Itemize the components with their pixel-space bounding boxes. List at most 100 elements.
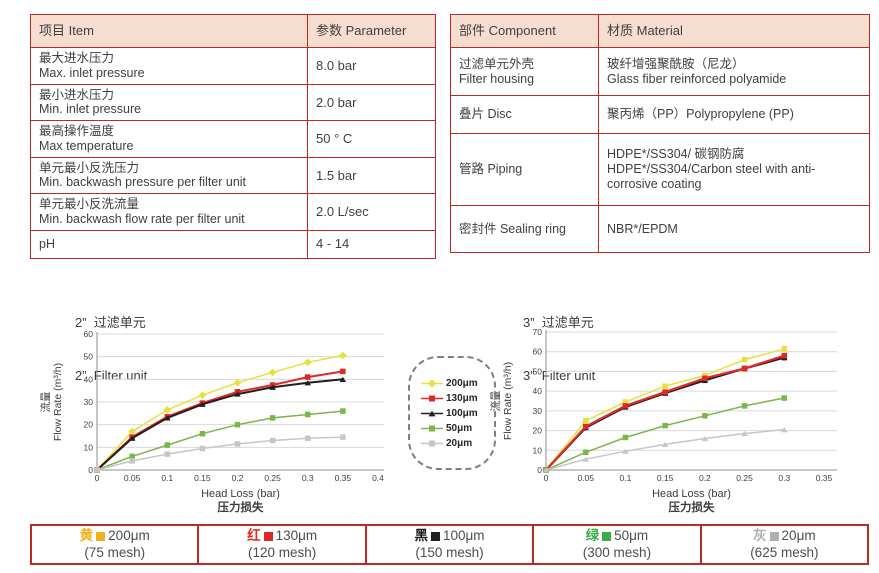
spec-item-zh: 最小进水压力 <box>39 87 115 102</box>
flow-rate-chart-3inch: 0 10 20 30 40 50 60 70 0 0.05 0.1 0.15 0.2 0.25 0.3 0.3… <box>490 327 837 514</box>
x-tick-label: 0.1 <box>620 473 632 483</box>
color-swatch-icon <box>602 531 612 541</box>
series-marker <box>234 391 241 397</box>
series-marker <box>622 434 629 441</box>
x-axis-label-en: Head Loss (bar) <box>652 488 731 500</box>
spec-item-zh: 单元最小反洗流量 <box>39 197 140 211</box>
x-tick-label: 0 <box>544 473 549 483</box>
y-tick-label: 20 <box>533 426 543 436</box>
series-marker <box>199 430 206 437</box>
x-axis-label-en: Head Loss (bar) <box>201 488 280 500</box>
series-line-130μm <box>545 354 785 471</box>
series-marker <box>129 453 135 460</box>
series-marker <box>304 380 311 386</box>
series-marker <box>582 449 589 456</box>
spec-item-cell: 单元最小反洗流量 Min. backwash flow rate per filt… <box>30 193 308 231</box>
spec-header-parameter: 参数 Parameter <box>307 14 436 48</box>
spec-value-cell: 2.0 bar <box>307 83 436 121</box>
series-marker <box>622 403 629 409</box>
series-marker <box>340 368 346 375</box>
material-component-zh: 密封件 Sealing ring <box>459 221 566 236</box>
x-tick-label: 0.2 <box>232 473 244 483</box>
material-material-en: HDPE*/SS304/Carbon steel with anti-corro… <box>607 162 816 191</box>
mesh-legend-cell-50μm: 绿 50μm (300 mesh) <box>532 524 702 565</box>
series-marker <box>164 451 170 457</box>
spec-item-zh: 单元最小反洗压力 <box>39 160 140 175</box>
x-tick-label: 0 <box>95 473 100 483</box>
mesh-color-name-zh: 灰 <box>753 527 767 543</box>
series-marker <box>582 417 589 424</box>
mesh-count-label: (150 mesh) <box>415 544 484 560</box>
legend-label: 200μm <box>446 377 478 389</box>
spec-item-zh: 最高操作温度 <box>39 124 115 138</box>
spec-value-cell: 50 ° C <box>307 120 436 158</box>
legend-label: 100μm <box>446 407 478 419</box>
spec-value-cell: 8.0 bar <box>307 47 436 85</box>
x-tick-label: 0.3 <box>302 473 314 483</box>
series-marker <box>269 415 276 421</box>
series-marker <box>429 425 435 431</box>
series-marker <box>234 421 241 428</box>
x-tick-label: 0.05 <box>577 473 594 483</box>
spec-table: 项目 Item 参数 Parameter 最大进水压力 Max. inlet pr… <box>30 14 436 259</box>
material-component-cell: 叠片 Disc <box>450 95 599 134</box>
mesh-legend-cell-100μm: 黑 100μm (150 mesh) <box>364 524 535 565</box>
series-marker <box>94 467 100 473</box>
spec-row-5: pH 4 - 14 <box>30 229 436 259</box>
material-row-3: 密封件 Sealing ring NBR*/EPDM <box>450 205 870 253</box>
spec-table-header-row: 项目 Item 参数 Parameter <box>30 14 436 48</box>
series-marker <box>662 389 668 395</box>
series-marker <box>702 413 708 419</box>
y-tick-label: 40 <box>84 374 94 384</box>
y-tick-label: 0 <box>88 465 93 475</box>
material-component-zh: 过滤单元外壳 <box>459 56 535 71</box>
series-marker <box>622 448 629 454</box>
series-marker <box>427 378 437 388</box>
series-line-50μm <box>96 410 343 471</box>
mesh-count-label: (75 mesh) <box>84 544 146 560</box>
series-marker <box>234 441 241 447</box>
y-tick-label: 50 <box>84 352 94 362</box>
y-axis-label-en: Flow Rate (m³/h) <box>52 363 64 441</box>
mesh-legend-bar: 黄 200μm (75 mesh) 红 130μm (120 mesh) 黑 100μm (15… <box>30 524 870 565</box>
spec-value-cell: 4 - 14 <box>307 229 436 259</box>
spec-row-1: 最小进水压力 Min. inlet pressure 2.0 bar <box>30 83 436 121</box>
color-swatch-icon <box>263 531 273 541</box>
mesh-legend-line1: 红 130μm <box>247 528 317 545</box>
spec-item-en: Max temperature <box>39 138 134 153</box>
series-marker <box>303 358 312 367</box>
spec-item-cell: 单元最小反洗压力 Min. backwash pressure per filte… <box>30 156 308 194</box>
legend-label: 130μm <box>446 392 478 404</box>
series-marker <box>781 346 788 352</box>
series-marker <box>661 441 669 447</box>
series-marker <box>339 376 347 382</box>
material-material-cell: 聚丙烯（PP）Polypropylene (PP) <box>598 95 870 134</box>
series-marker <box>702 375 708 382</box>
spec-header-item: 项目 Item <box>30 14 308 48</box>
x-tick-label: 0.15 <box>657 473 674 483</box>
mesh-color-name-zh: 红 <box>247 527 261 543</box>
series-marker <box>542 467 550 473</box>
y-tick-label: 20 <box>84 420 94 430</box>
y-tick-label: 30 <box>84 397 94 407</box>
series-line-50μm <box>545 397 785 471</box>
series-line-200μm <box>96 354 344 471</box>
material-component-cell: 密封件 Sealing ring <box>450 205 599 253</box>
material-material-en: Glass fiber reinforced polyamide <box>607 71 787 86</box>
series-marker <box>741 365 748 372</box>
x-tick-label: 0.35 <box>335 473 352 483</box>
y-axis-label-zh: 流量 <box>40 391 52 412</box>
y-tick-label: 10 <box>533 445 543 455</box>
spec-value-cell: 1.5 bar <box>307 156 436 194</box>
series-marker <box>622 399 629 405</box>
series-marker <box>305 374 311 380</box>
series-marker <box>662 422 668 429</box>
material-table-header-row: 部件 Component 材质 Material <box>450 14 870 48</box>
series-marker <box>268 368 277 377</box>
legend-marker-icon <box>421 410 443 416</box>
material-material-cell: NBR*/EPDM <box>598 205 870 253</box>
x-tick-label: 0.15 <box>194 473 211 483</box>
series-marker <box>164 415 171 421</box>
legend-item-100μm: 100μm <box>420 408 494 419</box>
material-component-zh: 管路 Piping <box>459 162 523 177</box>
